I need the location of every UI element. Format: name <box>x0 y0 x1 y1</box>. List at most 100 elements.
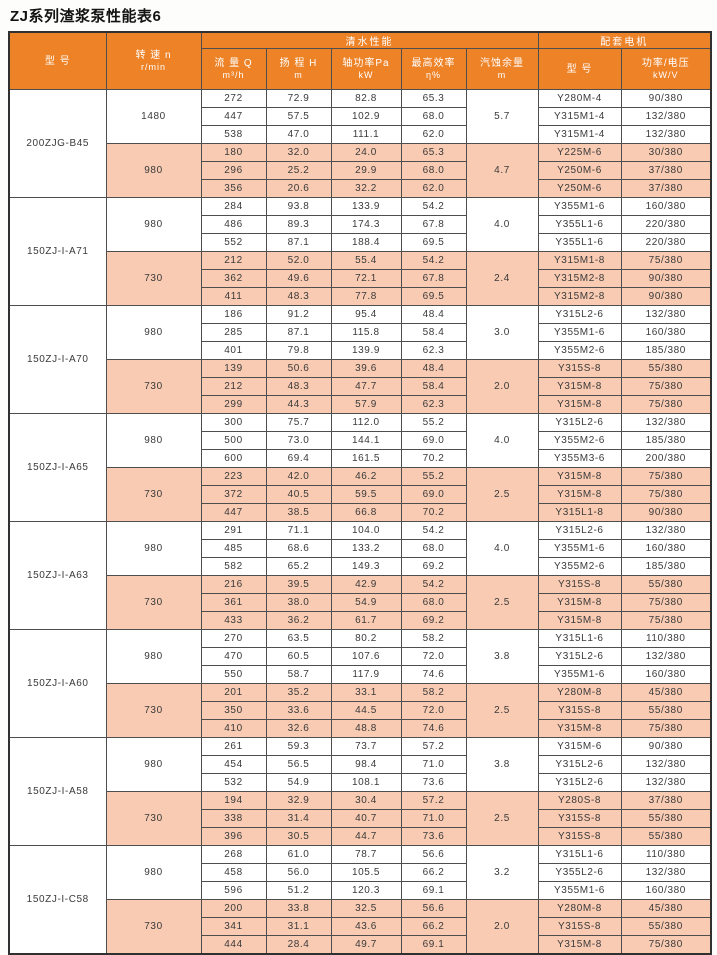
efficiency-cell: 58.2 <box>400 683 467 702</box>
motor-model-cell: Y355L2-6 <box>537 863 622 882</box>
power-cell: 105.5 <box>330 863 402 882</box>
flow-cell: 362 <box>200 269 267 288</box>
speed-cell: 730 <box>105 683 202 738</box>
motor-power-cell: 45/380 <box>620 683 712 702</box>
motor-model-cell: Y355M2-6 <box>537 431 622 450</box>
efficiency-cell: 67.8 <box>400 215 467 234</box>
power-cell: 32.2 <box>330 179 402 198</box>
flow-cell: 200 <box>200 899 267 918</box>
motor-power-cell: 90/380 <box>620 89 712 108</box>
head-cell: 33.6 <box>265 701 332 720</box>
motor-power-cell: 185/380 <box>620 557 712 576</box>
flow-cell: 550 <box>200 665 267 684</box>
efficiency-cell: 55.2 <box>400 413 467 432</box>
head-cell: 75.7 <box>265 413 332 432</box>
efficiency-cell: 69.0 <box>400 485 467 504</box>
efficiency-cell: 56.6 <box>400 845 467 864</box>
flow-cell: 299 <box>200 395 267 414</box>
motor-power-cell: 160/380 <box>620 665 712 684</box>
flow-cell: 270 <box>200 629 267 648</box>
head-cell: 36.2 <box>265 611 332 630</box>
head-cell: 35.2 <box>265 683 332 702</box>
speed-cell: 980 <box>105 521 202 576</box>
model-cell: 150ZJ-I-A65 <box>8 413 107 522</box>
motor-power-cell: 75/380 <box>620 611 712 630</box>
motor-power-cell: 90/380 <box>620 269 712 288</box>
motor-model-cell: Y225M-6 <box>537 143 622 162</box>
motor-model-cell: Y355M3-6 <box>537 449 622 468</box>
power-cell: 44.5 <box>330 701 402 720</box>
flow-cell: 396 <box>200 827 267 846</box>
head-cell: 38.0 <box>265 593 332 612</box>
motor-model-cell: Y315M-8 <box>537 593 622 612</box>
motor-model-cell: Y280M-8 <box>537 683 622 702</box>
head-cell: 63.5 <box>265 629 332 648</box>
table-row: 411 48.3 77.8 69.5 Y315M2-8 90/380 <box>9 287 712 306</box>
header-motor-model: 型 号 <box>537 48 622 90</box>
power-cell: 133.2 <box>330 539 402 558</box>
table-row: 485 68.6 133.2 68.0 Y355M1-6 160/380 <box>9 539 712 558</box>
table-row: 150ZJ-I-A63 980 291 71.1 104.0 54.2 4.0 Y315L2-… <box>8 521 712 630</box>
model-cell: 150ZJ-I-A70 <box>8 305 107 414</box>
power-cell: 57.9 <box>330 395 402 414</box>
flow-cell: 223 <box>200 467 267 486</box>
motor-model-cell: Y315M-6 <box>537 737 622 756</box>
efficiency-cell: 56.6 <box>400 899 467 918</box>
efficiency-cell: 54.2 <box>400 521 467 540</box>
flow-cell: 447 <box>200 107 267 126</box>
power-cell: 40.7 <box>330 809 402 828</box>
motor-model-cell: Y280M-4 <box>537 89 622 108</box>
power-cell: 39.6 <box>330 359 402 378</box>
motor-model-cell: Y315M2-8 <box>537 269 622 288</box>
efficiency-cell: 71.0 <box>400 755 467 774</box>
head-cell: 32.0 <box>265 143 332 162</box>
head-cell: 79.8 <box>265 341 332 360</box>
power-cell: 61.7 <box>330 611 402 630</box>
efficiency-cell: 62.0 <box>400 125 467 144</box>
motor-model-cell: Y280S-8 <box>537 791 622 810</box>
efficiency-cell: 66.2 <box>400 863 467 882</box>
efficiency-cell: 68.0 <box>400 107 467 126</box>
table-row: 350 33.6 44.5 72.0 Y315S-8 55/380 <box>9 701 712 720</box>
pump-performance-table: 型 号 转 速 n r/min 清水性能 配套电机 流 量 Q m³/h 扬 程… <box>8 31 713 955</box>
motor-power-cell: 160/380 <box>620 323 712 342</box>
header-motor-power-voltage: 功率/电压 kW/V <box>620 48 712 90</box>
motor-power-cell: 75/380 <box>620 395 712 414</box>
motor-model-cell: Y355M2-6 <box>537 341 622 360</box>
power-cell: 48.8 <box>330 719 402 738</box>
efficiency-cell: 55.2 <box>400 467 467 486</box>
motor-power-cell: 55/380 <box>620 917 712 936</box>
table-row: 454 56.5 98.4 71.0 Y315L2-6 132/380 <box>9 755 712 774</box>
flow-cell: 470 <box>200 647 267 666</box>
model-cell: 150ZJ-I-A60 <box>8 629 107 738</box>
npsh-cell: 4.7 <box>465 143 539 198</box>
efficiency-cell: 72.0 <box>400 647 467 666</box>
flow-cell: 486 <box>200 215 267 234</box>
efficiency-cell: 57.2 <box>400 791 467 810</box>
power-cell: 44.7 <box>330 827 402 846</box>
motor-power-cell: 220/380 <box>620 215 712 234</box>
efficiency-cell: 74.6 <box>400 665 467 684</box>
table-row: 200ZJG-B45 1480 272 72.9 82.8 65.3 5.7 Y280M-4 9… <box>8 89 712 198</box>
table-row: 500 73.0 144.1 69.0 Y355M2-6 185/380 <box>9 431 712 450</box>
motor-power-cell: 55/380 <box>620 359 712 378</box>
motor-power-cell: 200/380 <box>620 449 712 468</box>
model-cell: 150ZJ-I-A71 <box>8 197 107 306</box>
efficiency-cell: 69.5 <box>400 233 467 252</box>
motor-power-cell: 110/380 <box>620 629 712 648</box>
flow-cell: 285 <box>200 323 267 342</box>
table-body: 200ZJG-B45 1480 272 72.9 82.8 65.3 5.7 Y280M-4 9… <box>8 89 712 955</box>
motor-power-cell: 55/380 <box>620 809 712 828</box>
table-row: 410 32.6 48.8 74.6 Y315M-8 75/380 <box>9 719 712 738</box>
efficiency-cell: 58.4 <box>400 377 467 396</box>
flow-cell: 356 <box>200 179 267 198</box>
power-cell: 174.3 <box>330 215 402 234</box>
table-row: 356 20.6 32.2 62.0 Y250M-6 37/380 <box>9 179 712 198</box>
flow-cell: 268 <box>200 845 267 864</box>
flow-cell: 596 <box>200 881 267 900</box>
head-cell: 33.8 <box>265 899 332 918</box>
speed-cell: 980 <box>105 845 202 900</box>
head-cell: 56.0 <box>265 863 332 882</box>
motor-model-cell: Y280M-8 <box>537 899 622 918</box>
motor-power-cell: 185/380 <box>620 431 712 450</box>
